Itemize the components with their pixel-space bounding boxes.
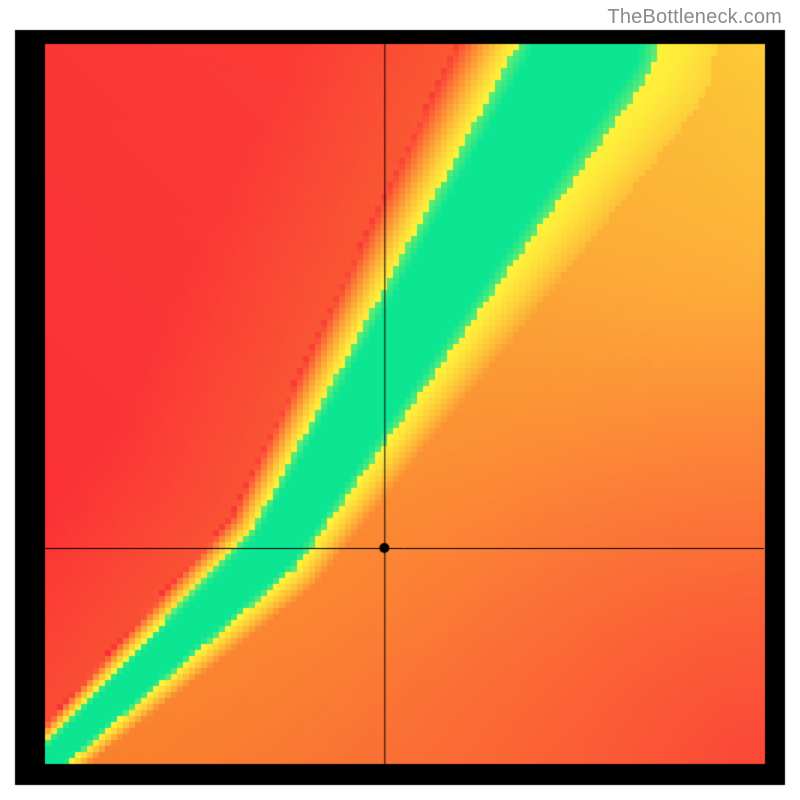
heatmap-canvas [0,0,800,800]
chart-container: TheBottleneck.com [0,0,800,800]
watermark-text: TheBottleneck.com [607,6,782,29]
